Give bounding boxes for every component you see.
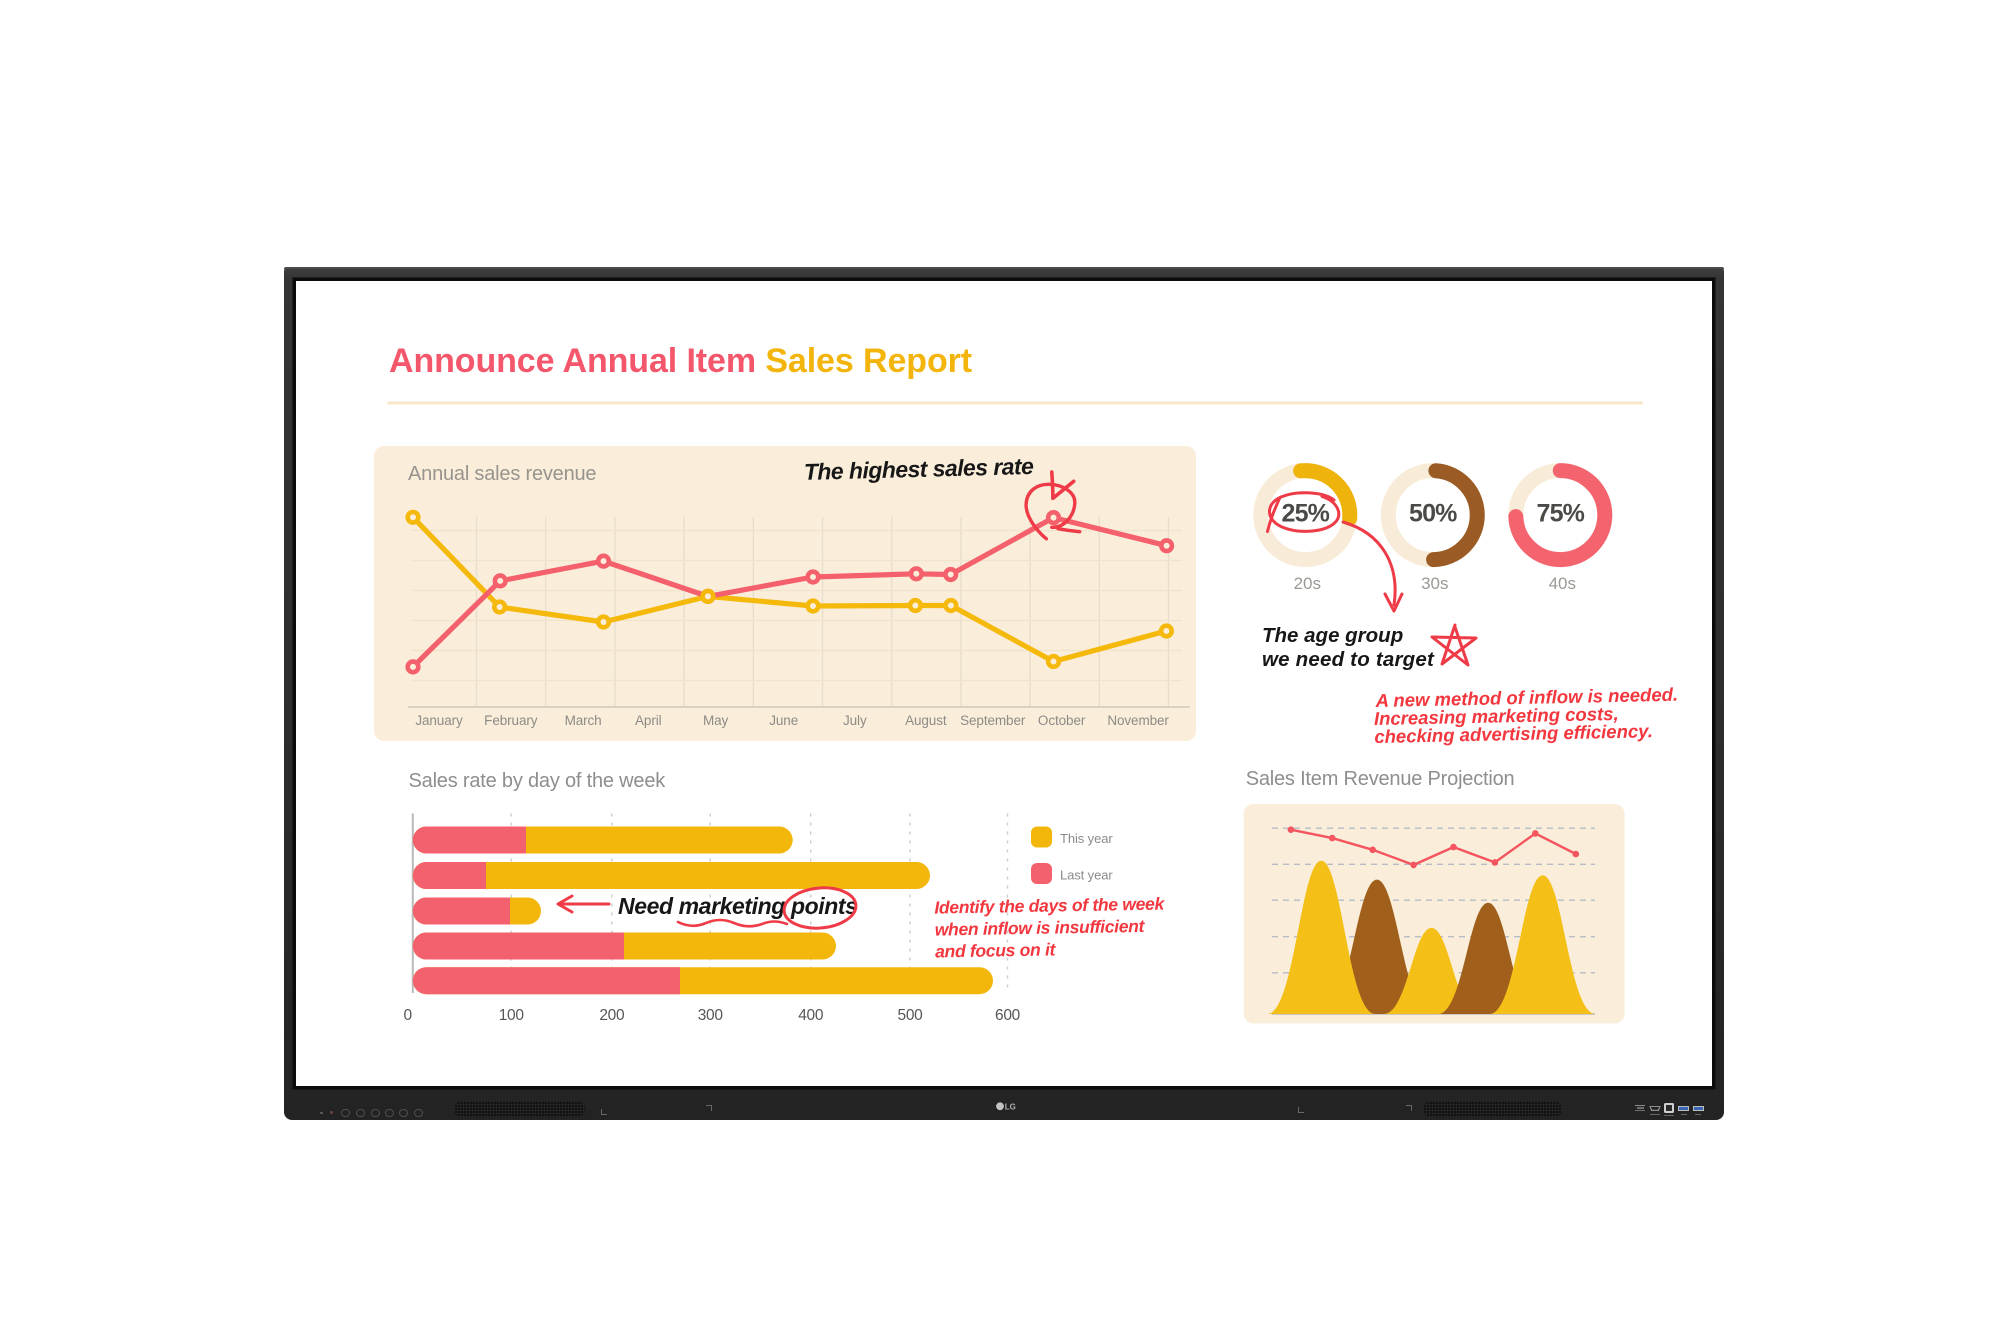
svg-text:and focus on it: and focus on it xyxy=(935,939,1057,961)
svg-text:when inflow is insufficient: when inflow is insufficient xyxy=(935,916,1146,940)
svg-text:checking advertising efficienc: checking advertising efficiency. xyxy=(1374,720,1653,747)
svg-text:0: 0 xyxy=(404,1007,413,1024)
svg-text:50%: 50% xyxy=(1409,500,1457,528)
svg-text:March: March xyxy=(565,713,602,728)
svg-text:Identify the days of the week: Identify the days of the week xyxy=(934,894,1165,918)
svg-text:LG: LG xyxy=(1005,1102,1016,1111)
svg-text:Need marketing points: Need marketing points xyxy=(618,893,858,919)
svg-text:75%: 75% xyxy=(1536,500,1584,528)
svg-text:This year: This year xyxy=(1060,831,1113,846)
svg-text:300: 300 xyxy=(698,1007,724,1024)
svg-text:February: February xyxy=(484,713,538,728)
svg-text:Announce Annual Item Sales Rep: Announce Annual Item Sales Report xyxy=(389,342,972,380)
svg-text:we need to target: we need to target xyxy=(1262,648,1435,671)
svg-text:October: October xyxy=(1038,713,1086,728)
svg-text:30s: 30s xyxy=(1421,574,1448,593)
svg-text:June: June xyxy=(769,713,798,728)
svg-text:May: May xyxy=(703,713,729,728)
svg-text:August: August xyxy=(905,713,947,728)
svg-text:600: 600 xyxy=(995,1007,1021,1024)
svg-text:The highest sales rate: The highest sales rate xyxy=(804,453,1035,485)
svg-text:September: September xyxy=(960,713,1026,728)
svg-text:400: 400 xyxy=(798,1007,824,1024)
svg-text:20s: 20s xyxy=(1294,574,1321,593)
svg-text:200: 200 xyxy=(599,1007,625,1024)
svg-text:Sales rate by day of the week: Sales rate by day of the week xyxy=(409,770,667,792)
svg-text:25%: 25% xyxy=(1281,500,1329,528)
svg-text:Sales Item Revenue Projection: Sales Item Revenue Projection xyxy=(1246,768,1515,790)
svg-text:November: November xyxy=(1107,713,1169,728)
svg-text:April: April xyxy=(635,713,662,728)
svg-text:Last year: Last year xyxy=(1060,868,1113,883)
svg-text:100: 100 xyxy=(499,1007,525,1024)
svg-text:Increasing marketing costs,: Increasing marketing costs, xyxy=(1374,703,1619,729)
svg-text:Annual sales revenue: Annual sales revenue xyxy=(408,463,596,485)
svg-text:40s: 40s xyxy=(1549,574,1576,593)
svg-text:July: July xyxy=(843,713,867,728)
svg-text:January: January xyxy=(415,713,463,728)
svg-text:500: 500 xyxy=(898,1007,924,1024)
svg-text:The age group: The age group xyxy=(1262,624,1403,647)
